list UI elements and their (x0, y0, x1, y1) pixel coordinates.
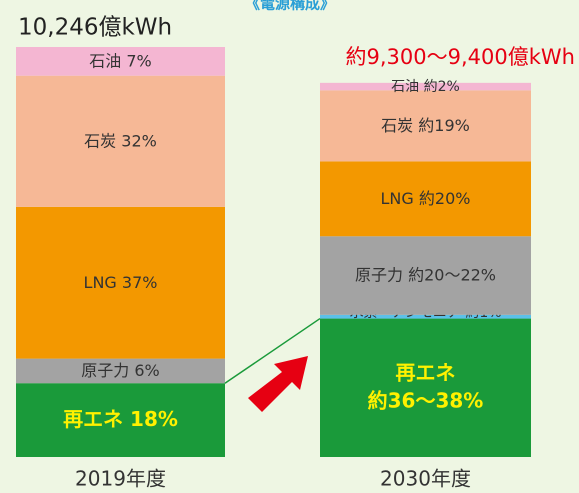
series-name: LNG (381, 188, 414, 207)
x-tick-label: 2019年度 (75, 467, 166, 491)
total-label: 10,246億kWh (18, 15, 172, 41)
connector (224, 317, 321, 384)
arrow (248, 356, 308, 412)
series-name: 原子力 (355, 265, 403, 284)
segment-label: 再エネ 18% (63, 407, 178, 431)
value-label: 約2% (424, 79, 460, 95)
bar-segment (16, 206, 225, 359)
bar-segment (320, 236, 531, 315)
segment-label: LNG 約20% (381, 188, 471, 207)
value-label: 約19% (418, 115, 470, 134)
value-label: 37% (122, 272, 158, 291)
segment-label: 石油 約2% (391, 79, 460, 95)
value-label: 約20% (419, 188, 471, 207)
bar-segment (320, 314, 531, 319)
segment-label: 石油 7% (89, 51, 152, 70)
bar-segment (320, 161, 531, 237)
segment-label: 石炭 32% (84, 131, 157, 150)
bar-segment (16, 358, 225, 384)
segment-label: 原子力 約20〜22% (355, 265, 496, 284)
bar-segment (16, 75, 225, 207)
value-label: 7% (126, 51, 151, 70)
series-name: 石油 (89, 51, 121, 70)
value-label: 約36〜38% (368, 388, 484, 412)
bar-segment (16, 383, 225, 457)
bar-segment (16, 47, 225, 76)
value-label: 約20〜22% (408, 265, 496, 284)
series-name: 再エネ (63, 407, 123, 431)
bar-segment (320, 318, 531, 457)
segment-label: LNG 37% (84, 272, 158, 291)
value-label: 6% (134, 360, 159, 379)
series-name: 石炭 (84, 131, 116, 150)
series-name: LNG (84, 272, 117, 291)
series-name: 原子力 (81, 360, 129, 379)
segment-label: 原子力 6% (81, 360, 160, 379)
value-label: 18% (130, 407, 178, 431)
bar-segment (320, 82, 531, 91)
x-tick-label: 2030年度 (380, 467, 471, 491)
total-label: 約9,300〜9,400億kWh (346, 45, 575, 69)
series-name: 石油 (391, 79, 419, 95)
value-label: 32% (121, 131, 157, 150)
series-name: 再エネ (396, 360, 456, 384)
segment-label: 石炭 約19% (381, 115, 470, 134)
series-name: 石炭 (381, 115, 413, 134)
chart-title: 《電源構成》 (245, 0, 335, 13)
bar-segment (320, 90, 531, 162)
